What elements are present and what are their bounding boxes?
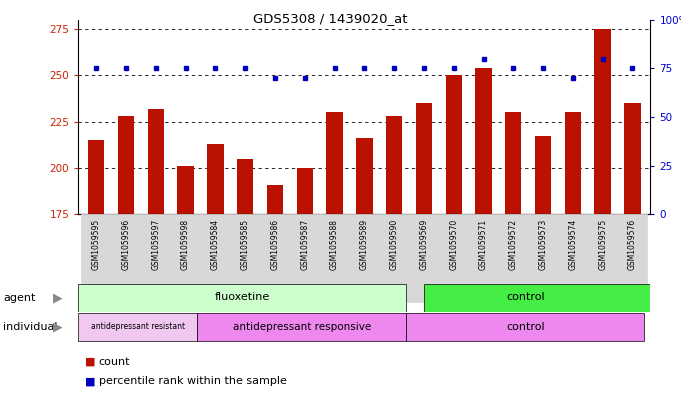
Text: GSM1059574: GSM1059574 xyxy=(569,219,577,270)
Bar xyxy=(475,68,492,393)
Text: GSM1059590: GSM1059590 xyxy=(390,219,398,270)
Bar xyxy=(319,214,349,303)
FancyBboxPatch shape xyxy=(424,284,662,312)
Bar xyxy=(88,140,104,393)
Text: GSM1059586: GSM1059586 xyxy=(270,219,279,270)
Text: control: control xyxy=(506,321,545,332)
Text: GSM1059575: GSM1059575 xyxy=(598,219,607,270)
Bar xyxy=(618,214,648,303)
Bar xyxy=(207,144,223,393)
Bar xyxy=(237,159,253,393)
Text: antidepressant responsive: antidepressant responsive xyxy=(233,321,371,332)
Text: ▶: ▶ xyxy=(53,291,63,304)
Text: percentile rank within the sample: percentile rank within the sample xyxy=(99,376,287,386)
Bar xyxy=(505,112,522,393)
Text: control: control xyxy=(506,292,545,302)
Text: agent: agent xyxy=(3,293,36,303)
Text: GSM1059576: GSM1059576 xyxy=(628,219,637,270)
Bar xyxy=(379,214,409,303)
Text: GSM1059587: GSM1059587 xyxy=(300,219,309,270)
Bar xyxy=(148,108,164,393)
Bar xyxy=(326,112,343,393)
Text: count: count xyxy=(99,356,130,367)
Text: GSM1059589: GSM1059589 xyxy=(360,219,369,270)
Text: GSM1059598: GSM1059598 xyxy=(181,219,190,270)
Bar xyxy=(498,214,528,303)
Bar xyxy=(260,214,290,303)
Bar xyxy=(177,166,194,393)
Text: individual: individual xyxy=(3,322,58,332)
Text: antidepressant resistant: antidepressant resistant xyxy=(91,322,185,331)
Bar xyxy=(230,214,260,303)
Text: ■: ■ xyxy=(85,356,95,367)
Text: ■: ■ xyxy=(85,376,95,386)
Text: GSM1059570: GSM1059570 xyxy=(449,219,458,270)
FancyBboxPatch shape xyxy=(78,284,406,312)
Bar xyxy=(535,136,552,393)
Bar xyxy=(267,185,283,393)
Text: GDS5308 / 1439020_at: GDS5308 / 1439020_at xyxy=(253,12,407,25)
Text: GSM1059588: GSM1059588 xyxy=(330,219,339,270)
Bar xyxy=(409,214,439,303)
Bar xyxy=(528,214,558,303)
FancyBboxPatch shape xyxy=(406,313,644,341)
Bar xyxy=(588,214,618,303)
Text: GSM1059596: GSM1059596 xyxy=(121,219,131,270)
Bar xyxy=(558,214,588,303)
Bar xyxy=(118,116,134,393)
Bar xyxy=(111,214,141,303)
Text: GSM1059595: GSM1059595 xyxy=(92,219,101,270)
Bar xyxy=(296,168,313,393)
Bar xyxy=(171,214,200,303)
Bar xyxy=(439,214,469,303)
Text: fluoxetine: fluoxetine xyxy=(215,292,270,302)
Text: GSM1059572: GSM1059572 xyxy=(509,219,518,270)
Text: GSM1059585: GSM1059585 xyxy=(240,219,250,270)
Bar xyxy=(386,116,402,393)
Text: GSM1059569: GSM1059569 xyxy=(419,219,428,270)
Bar xyxy=(415,103,432,393)
Text: GSM1059584: GSM1059584 xyxy=(211,219,220,270)
Bar xyxy=(141,214,171,303)
FancyBboxPatch shape xyxy=(78,313,197,341)
FancyBboxPatch shape xyxy=(197,313,406,341)
Bar xyxy=(445,75,462,393)
Text: GSM1059573: GSM1059573 xyxy=(539,219,548,270)
Bar xyxy=(81,214,111,303)
Bar xyxy=(565,112,581,393)
Bar xyxy=(469,214,498,303)
Bar xyxy=(200,214,230,303)
Text: GSM1059571: GSM1059571 xyxy=(479,219,488,270)
Bar xyxy=(356,138,373,393)
Bar xyxy=(624,103,641,393)
Bar xyxy=(290,214,319,303)
Text: GSM1059597: GSM1059597 xyxy=(151,219,160,270)
Bar xyxy=(595,29,611,393)
Text: ▶: ▶ xyxy=(53,321,63,334)
Bar xyxy=(349,214,379,303)
